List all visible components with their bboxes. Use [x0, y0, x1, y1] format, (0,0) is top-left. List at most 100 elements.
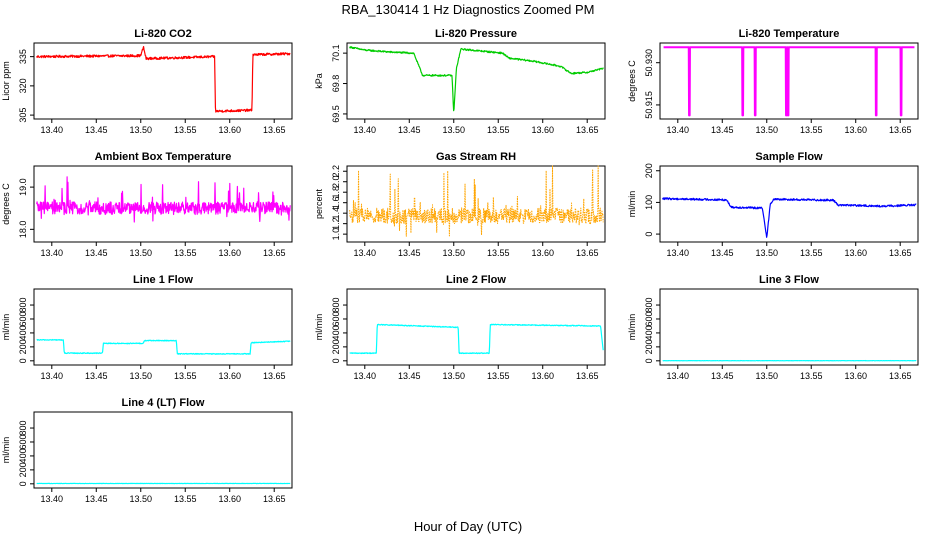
- y-tick-label-pressure: 69.8: [331, 75, 341, 93]
- x-tick-label-rh: 13.60: [531, 248, 554, 258]
- panel-title-ambient: Ambient Box Temperature: [95, 151, 232, 163]
- y-tick-label-ambient: 18.0: [18, 221, 28, 239]
- x-tick-label-ambient: 13.50: [129, 248, 152, 258]
- panel-pressure: Li-820 Pressure kPa 69.5 69.8 70.1 13.40 13.45…: [314, 28, 606, 135]
- figure-x-axis-label: Hour of Day (UTC): [414, 519, 522, 534]
- x-tick-label-ambient: 13.40: [41, 248, 64, 258]
- x-tick-label-line3: 13.65: [889, 371, 912, 381]
- y-tick-label-ambient: 19.0: [18, 178, 28, 196]
- x-tick-label-line4: 13.50: [129, 494, 152, 504]
- x-tick-label-temperature: 13.45: [711, 125, 734, 135]
- x-tick-label-line3: 13.45: [711, 371, 734, 381]
- series-line-co2: [36, 45, 291, 113]
- plot-frame-ambient: [33, 165, 293, 243]
- y-axis-label-sample_flow: ml/min: [627, 191, 637, 218]
- x-tick-label-co2: 13.55: [174, 125, 197, 135]
- series-line-ambient: [36, 176, 291, 223]
- plot-frame-rh: [346, 165, 606, 243]
- x-tick-label-pressure: 13.45: [398, 125, 421, 135]
- y-tick-label-sample_flow: 100: [644, 195, 654, 210]
- panel-title-sample_flow: Sample Flow: [755, 151, 823, 163]
- x-tick-label-co2: 13.50: [129, 125, 152, 135]
- y-tick-label-co2: 320: [18, 78, 28, 93]
- panel-ambient: Ambient Box Temperature degrees C 18.0 19.0…: [1, 151, 293, 258]
- x-tick-label-line2: 13.55: [487, 371, 510, 381]
- x-tick-label-sample_flow: 13.40: [667, 248, 690, 258]
- y-tick-label-temperature: 50.930: [644, 49, 654, 77]
- x-tick-label-line2: 13.45: [398, 371, 421, 381]
- x-tick-label-pressure: 13.55: [487, 125, 510, 135]
- x-tick-label-ambient: 13.55: [174, 248, 197, 258]
- y-tick-label-line1: 0: [18, 358, 28, 363]
- x-tick-label-line4: 13.60: [218, 494, 241, 504]
- x-tick-label-temperature: 13.50: [755, 125, 778, 135]
- x-tick-label-line3: 13.55: [800, 371, 823, 381]
- y-tick-label-line4: 600: [18, 434, 28, 449]
- y-tick-label-rh: 1.2: [331, 217, 341, 230]
- series-line-line1: [36, 338, 291, 355]
- x-tick-label-sample_flow: 13.50: [755, 248, 778, 258]
- plot-frame-pressure: [346, 42, 606, 120]
- panels-container: Li-820 CO2 Licor ppm 305 320 335 13.40 13.45 13…: [1, 28, 919, 504]
- y-tick-label-line4: 200: [18, 462, 28, 477]
- x-tick-label-rh: 13.45: [398, 248, 421, 258]
- y-tick-label-rh: 1.0: [331, 228, 341, 241]
- y-tick-label-sample_flow: 0: [644, 232, 654, 237]
- y-tick-label-line1: 800: [18, 298, 28, 313]
- x-tick-label-sample_flow: 13.45: [711, 248, 734, 258]
- y-tick-label-line1: 200: [18, 339, 28, 354]
- x-tick-label-co2: 13.65: [263, 125, 286, 135]
- x-tick-label-sample_flow: 13.65: [889, 248, 912, 258]
- y-tick-label-rh: 2.0: [331, 175, 341, 188]
- series-line-line2: [349, 323, 604, 355]
- plot-frame-line2: [346, 288, 606, 366]
- x-tick-label-line2: 13.60: [531, 371, 554, 381]
- x-tick-label-ambient: 13.60: [218, 248, 241, 258]
- y-tick-label-line3: 400: [644, 325, 654, 340]
- y-tick-label-line2: 800: [331, 298, 341, 313]
- y-tick-label-line4: 400: [18, 448, 28, 463]
- x-tick-label-line4: 13.45: [85, 494, 108, 504]
- panel-title-co2: Li-820 CO2: [134, 28, 191, 40]
- x-tick-label-line1: 13.50: [129, 371, 152, 381]
- panel-co2: Li-820 CO2 Licor ppm 305 320 335 13.40 13.45 13…: [1, 28, 293, 135]
- y-tick-label-co2: 335: [18, 49, 28, 64]
- y-tick-label-line3: 800: [644, 298, 654, 313]
- y-tick-label-line1: 400: [18, 325, 28, 340]
- x-tick-label-line1: 13.40: [41, 371, 64, 381]
- x-tick-label-temperature: 13.55: [800, 125, 823, 135]
- y-tick-label-co2: 305: [18, 108, 28, 123]
- x-tick-label-pressure: 13.40: [354, 125, 377, 135]
- x-tick-label-line2: 13.40: [354, 371, 377, 381]
- x-tick-label-rh: 13.40: [354, 248, 377, 258]
- x-tick-label-co2: 13.45: [85, 125, 108, 135]
- x-tick-label-ambient: 13.45: [85, 248, 108, 258]
- x-tick-label-ambient: 13.65: [263, 248, 286, 258]
- y-axis-label-line3: ml/min: [627, 314, 637, 341]
- x-tick-label-sample_flow: 13.55: [800, 248, 823, 258]
- y-tick-label-line2: 200: [331, 339, 341, 354]
- y-tick-label-rh: 1.8: [331, 186, 341, 199]
- y-axis-label-temperature: degrees C: [627, 60, 637, 102]
- x-tick-label-temperature: 13.60: [844, 125, 867, 135]
- y-tick-label-line2: 600: [331, 311, 341, 326]
- panel-temperature: Li-820 Temperature degrees C 50.915 50.930 1…: [627, 28, 919, 135]
- plot-frame-line3: [659, 288, 919, 366]
- panel-title-line2: Line 2 Flow: [446, 274, 506, 286]
- y-tick-label-line3: 0: [644, 358, 654, 363]
- x-tick-label-pressure: 13.50: [442, 125, 465, 135]
- y-tick-label-line4: 0: [18, 481, 28, 486]
- panel-title-line3: Line 3 Flow: [759, 274, 819, 286]
- series-line-temperature: [663, 46, 915, 117]
- y-tick-label-rh: 1.6: [331, 196, 341, 209]
- x-tick-label-rh: 13.50: [442, 248, 465, 258]
- x-tick-label-line1: 13.60: [218, 371, 241, 381]
- plot-frame-co2: [33, 42, 293, 120]
- y-tick-label-rh: 2.2: [331, 165, 341, 178]
- x-tick-label-temperature: 13.65: [889, 125, 912, 135]
- plot-frame-sample_flow: [659, 165, 919, 243]
- x-tick-label-temperature: 13.40: [667, 125, 690, 135]
